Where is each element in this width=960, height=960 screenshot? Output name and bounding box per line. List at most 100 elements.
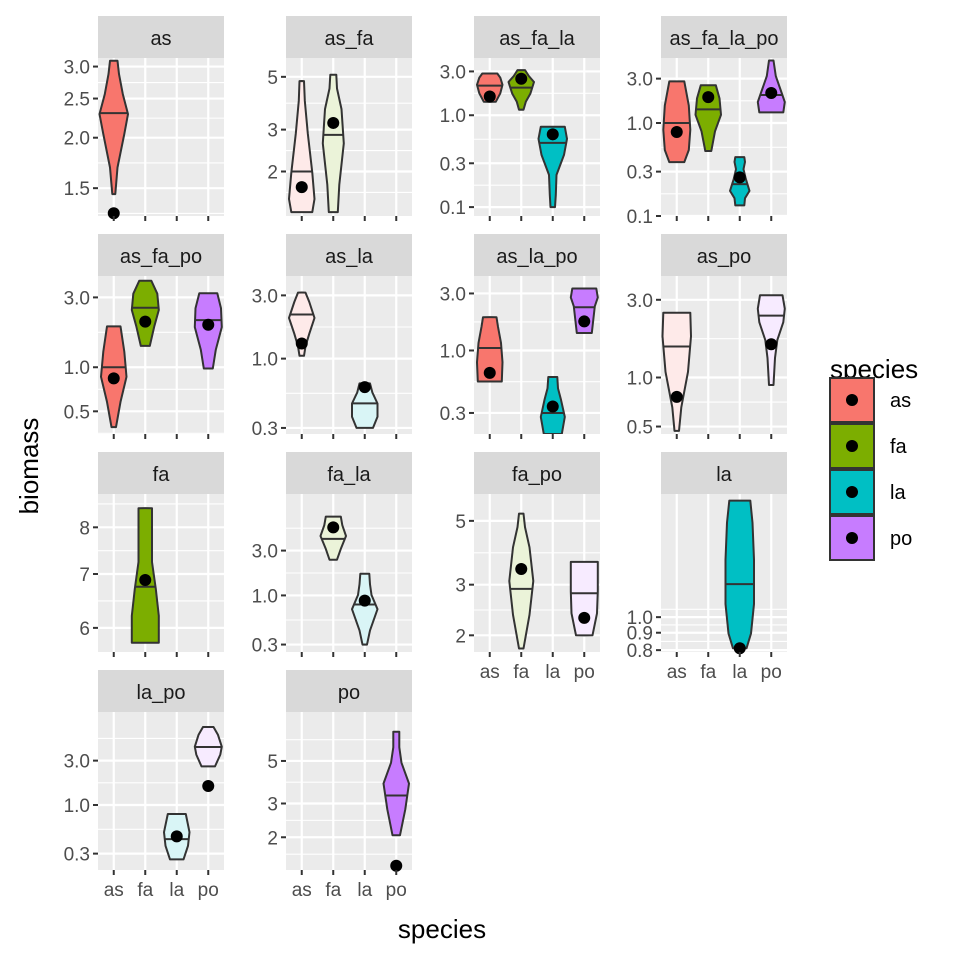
facet-panel: as 1.5 2.0 2.5 3.0 [64, 16, 224, 221]
facet-strip-label: fa_po [512, 464, 562, 486]
observed-point-po [202, 318, 215, 331]
violin-fa [130, 279, 160, 347]
observed-point-la [546, 128, 559, 141]
facet-panel: la0.80.91.0as fa la po [627, 452, 787, 683]
plot-area [286, 712, 412, 870]
x-tick-label: as [104, 880, 124, 901]
y-tick-label: 0.5 [64, 402, 90, 423]
violin-fa [694, 84, 722, 152]
observed-point-la [358, 594, 371, 607]
observed-point-as [670, 390, 683, 403]
observed-point-as [107, 207, 120, 220]
facet-strip-label: la [716, 464, 732, 486]
x-tick-label: fa [513, 662, 529, 683]
facet-panel: fa 6 7 8 [79, 452, 224, 657]
y-tick-label: 0.5 [627, 418, 653, 439]
legend-label-po: po [890, 528, 912, 550]
facet-strip-label: fa [153, 464, 171, 486]
x-tick-label: as [480, 662, 500, 683]
x-tick-label: fa [137, 880, 153, 901]
violin-as [476, 316, 504, 383]
facet-strip [474, 234, 600, 276]
facet-strip [98, 452, 224, 494]
facet-strip [98, 670, 224, 712]
y-tick-label: 1.0 [64, 358, 90, 379]
observed-point-as [295, 181, 308, 194]
facet-strip [474, 16, 600, 58]
observed-point-la [358, 381, 371, 394]
facet-strip-label: as_fa_la_po [670, 28, 779, 50]
facet-panel: as_po 0.5 1.0 3.0 [627, 234, 787, 439]
observed-point-as [107, 372, 120, 385]
y-tick-label: 2 [267, 162, 278, 183]
facet-strip-label: fa_la [327, 464, 371, 486]
facet-panel: as_la 0.3 1.0 3.0 [252, 234, 412, 440]
y-tick-label: 3.0 [440, 62, 466, 83]
plot-area [98, 58, 224, 216]
facet-strip-label: as_fa_la [499, 28, 575, 50]
observed-point-po [578, 315, 591, 328]
facet-strip-label: as_fa [325, 28, 375, 50]
facet-strip-label: as_la [325, 246, 374, 268]
x-tick-label: po [198, 880, 219, 901]
violin-as [662, 80, 692, 164]
plot-area [474, 494, 600, 652]
y-tick-label: 0.3 [252, 419, 278, 440]
x-tick-label: la [169, 880, 184, 901]
y-tick-label: 2 [455, 626, 466, 647]
facet-panel: fa_la 0.3 1.0 3.0 [252, 452, 412, 657]
facet-strip-label: la_po [137, 682, 186, 704]
y-tick-label: 1.0 [627, 608, 653, 629]
x-tick-label: po [761, 662, 782, 683]
y-tick-label: 2.5 [64, 90, 90, 111]
plot-area [286, 58, 412, 216]
y-tick-label: 8 [79, 518, 90, 539]
x-tick-label: la [357, 880, 372, 901]
y-tick-label: 0.3 [440, 404, 466, 425]
observed-point-la [170, 830, 183, 843]
x-tick-label: po [386, 880, 407, 901]
y-tick-label: 1.0 [252, 350, 278, 371]
legend-label-as: as [890, 390, 911, 412]
violin-as [661, 311, 692, 432]
x-tick-label: as [667, 662, 687, 683]
facet-panel: as_fa_la_po 0.1 0.3 1.0 3.0 [627, 16, 787, 228]
observed-point-po [578, 611, 591, 624]
observed-point-as [483, 366, 496, 379]
y-tick-label: 3.0 [627, 291, 653, 312]
observed-point-fa [515, 563, 528, 576]
facet-strip [661, 234, 787, 276]
facet-strip [98, 234, 224, 276]
y-tick-label: 0.9 [627, 624, 653, 645]
y-tick-label: 0.3 [440, 154, 466, 175]
y-tick-label: 0.3 [627, 163, 653, 184]
observed-point-as [295, 337, 308, 350]
facet-strip [286, 16, 412, 58]
violin-as [288, 80, 316, 214]
observed-point-la [733, 642, 746, 655]
observed-point-fa [702, 91, 715, 104]
y-tick-label: 2.0 [64, 129, 90, 150]
facet-strip [98, 16, 224, 58]
legend-label-fa: fa [890, 436, 908, 458]
y-tick-label: 3.0 [440, 284, 466, 305]
legend-label-la: la [890, 482, 906, 504]
plot-area [661, 494, 787, 652]
violin-po [382, 730, 410, 837]
y-tick-label: 0.3 [252, 636, 278, 657]
observed-point-fa [139, 574, 152, 587]
legend-point-la [846, 486, 858, 498]
facet-panel: as_fa 2 3 5 [267, 16, 412, 221]
facet-panel: as_la_po 0.3 1.0 3.0 [440, 234, 600, 439]
y-tick-label: 0.3 [64, 845, 90, 866]
violin-fa [507, 69, 535, 111]
observed-point-fa [139, 315, 152, 328]
facet-strip-label: as_la_po [496, 246, 577, 268]
facet-strip-label: as [150, 28, 171, 50]
y-tick-label: 5 [267, 68, 278, 89]
y-tick-label: 3.0 [252, 542, 278, 563]
facet-strip [474, 452, 600, 494]
y-tick-label: 0.1 [627, 207, 653, 228]
